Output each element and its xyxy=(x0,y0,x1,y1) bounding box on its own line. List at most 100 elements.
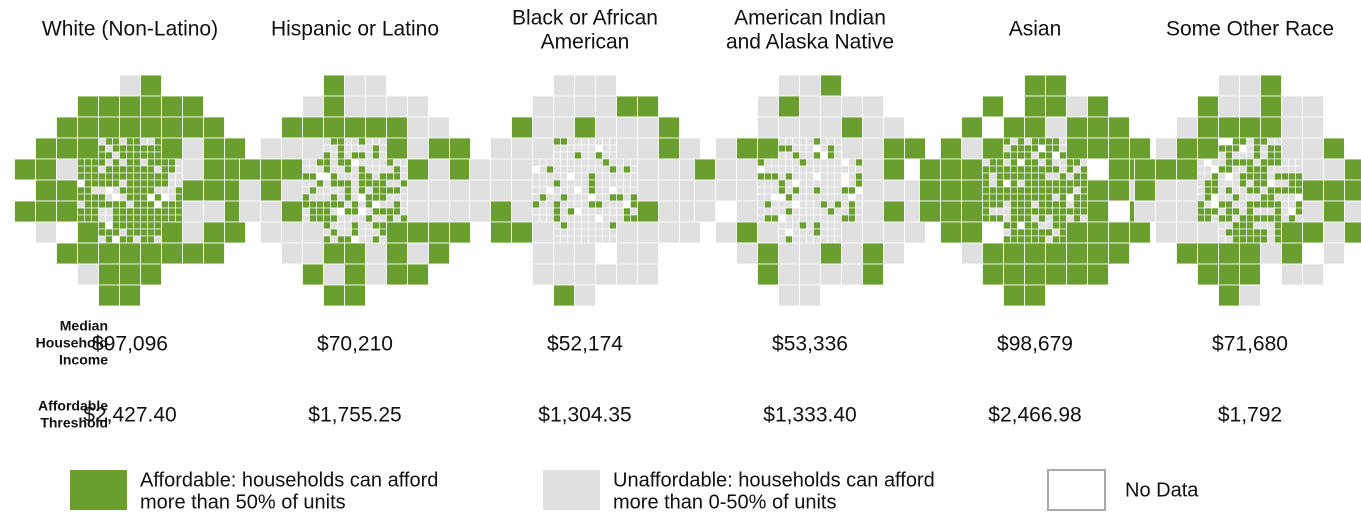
tract xyxy=(1059,228,1067,237)
tract xyxy=(834,172,842,181)
tract xyxy=(161,165,169,174)
tract xyxy=(588,172,596,181)
tract xyxy=(785,186,793,195)
tract xyxy=(1038,151,1046,160)
tract xyxy=(616,137,638,160)
tract xyxy=(595,200,603,209)
tract xyxy=(1031,158,1039,167)
tract xyxy=(1066,165,1074,174)
tract xyxy=(757,172,765,181)
threshold-value: $2,427.40 xyxy=(83,404,176,427)
tract xyxy=(1045,144,1053,153)
tract xyxy=(1017,172,1025,181)
tract xyxy=(567,158,575,167)
tract xyxy=(490,179,512,202)
tract xyxy=(1239,116,1261,139)
tract xyxy=(799,228,807,237)
tract xyxy=(581,200,589,209)
tract xyxy=(785,179,793,188)
tract xyxy=(147,137,155,146)
tract xyxy=(1302,116,1324,139)
tract xyxy=(553,186,561,195)
tract xyxy=(1295,214,1303,223)
tract xyxy=(1204,186,1212,195)
tract xyxy=(1176,116,1198,139)
tract xyxy=(862,200,884,223)
tract xyxy=(168,179,176,188)
tract xyxy=(581,151,589,160)
tract xyxy=(147,193,155,202)
tract xyxy=(140,186,148,195)
tract xyxy=(1302,242,1324,265)
map xyxy=(469,74,701,307)
tract xyxy=(778,207,786,216)
tract xyxy=(98,214,106,223)
tract xyxy=(126,179,134,188)
tract xyxy=(358,151,366,160)
tract xyxy=(799,95,821,118)
tract xyxy=(1024,116,1046,139)
tract xyxy=(595,242,617,265)
tract xyxy=(302,158,310,167)
tract xyxy=(1267,228,1275,237)
tract xyxy=(105,172,113,181)
tract xyxy=(1073,200,1081,209)
tract xyxy=(757,158,765,167)
tract xyxy=(813,228,821,237)
tract xyxy=(1288,207,1296,216)
tract xyxy=(799,221,807,230)
tract xyxy=(344,193,352,202)
tract xyxy=(904,221,926,244)
tract xyxy=(400,186,408,195)
tract xyxy=(84,158,92,167)
tract xyxy=(982,116,1004,139)
tract xyxy=(862,158,884,181)
tract xyxy=(1232,165,1240,174)
tract xyxy=(546,200,554,209)
tract xyxy=(203,179,225,202)
tract xyxy=(581,137,589,146)
tract xyxy=(330,186,338,195)
tract xyxy=(581,179,589,188)
tract xyxy=(1052,144,1060,153)
tract xyxy=(1045,242,1067,265)
tract xyxy=(961,221,983,244)
tract xyxy=(574,242,596,265)
tract xyxy=(281,179,303,202)
tract xyxy=(792,137,800,146)
tract xyxy=(337,221,345,230)
tract xyxy=(574,179,582,188)
tract xyxy=(1323,137,1345,160)
tract xyxy=(1218,137,1226,146)
tract xyxy=(757,137,779,160)
tract xyxy=(98,172,106,181)
tract xyxy=(1108,179,1130,202)
tract xyxy=(1204,207,1212,216)
tract xyxy=(1073,186,1081,195)
tract xyxy=(806,200,814,209)
tract xyxy=(1066,207,1074,216)
row-label: Income xyxy=(59,352,108,368)
tract xyxy=(1232,144,1240,153)
tract xyxy=(91,186,99,195)
tract xyxy=(84,165,92,174)
tract xyxy=(1267,221,1275,230)
tract xyxy=(1295,193,1303,202)
tract xyxy=(841,158,849,167)
tract xyxy=(855,193,863,202)
tract xyxy=(386,137,408,160)
tract xyxy=(1066,200,1074,209)
tract xyxy=(351,193,359,202)
tract xyxy=(1204,179,1212,188)
tract xyxy=(602,228,610,237)
tract xyxy=(112,214,120,223)
tract xyxy=(386,179,394,188)
tract xyxy=(365,74,387,97)
tract xyxy=(511,242,533,265)
tract xyxy=(511,221,533,244)
tract xyxy=(309,207,317,216)
tract xyxy=(98,200,106,209)
tract xyxy=(91,172,99,181)
tract xyxy=(182,179,204,202)
